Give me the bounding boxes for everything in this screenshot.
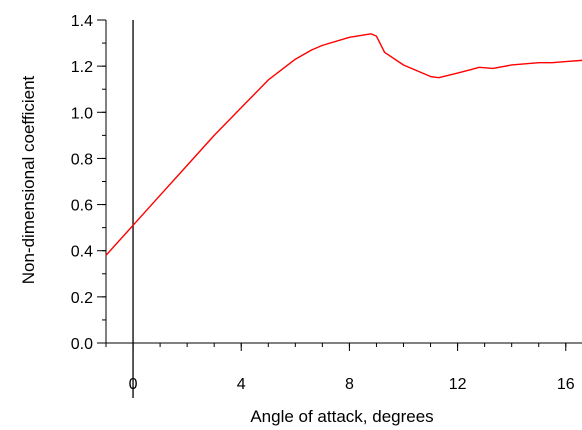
x-tick-label: 16 (557, 376, 575, 393)
y-tick-label: 1.0 (71, 105, 93, 122)
ticks: 0 4 8 12 16 0.0 0.2 0.4 0.6 0.8 1.0 1.2 1.4 (71, 13, 575, 393)
y-tick-label: 0.0 (71, 336, 93, 353)
x-tick-label: 4 (237, 376, 246, 393)
y-tick-label: 1.2 (71, 59, 93, 76)
x-axis-title: Angle of attack, degrees (250, 407, 433, 426)
y-axis-title: Non-dimensional coefficient (19, 75, 38, 284)
y-tick-label: 0.8 (71, 151, 93, 168)
x-tick-label: 8 (345, 376, 354, 393)
y-tick-label: 0.6 (71, 198, 93, 215)
x-tick-label: 12 (449, 376, 467, 393)
y-tick-label: 0.4 (71, 244, 93, 261)
series-layer (105, 33, 582, 256)
y-tick-label: 1.4 (71, 13, 93, 30)
x-tick-label: 0 (129, 376, 138, 393)
axes (105, 20, 582, 398)
series-line (105, 33, 582, 256)
y-tick-label: 0.2 (71, 290, 93, 307)
